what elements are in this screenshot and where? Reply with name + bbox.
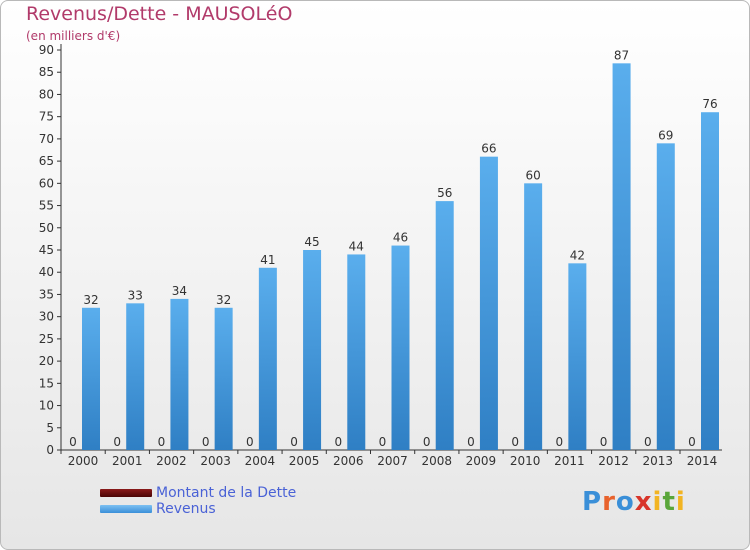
dette-value-label: 0 <box>202 435 210 449</box>
legend-label-dette: Montant de la Dette <box>156 485 297 501</box>
x-tick-label: 2005 <box>289 454 320 468</box>
revenus-bar <box>524 183 543 451</box>
dette-value-label: 0 <box>334 435 342 449</box>
y-tick-label: 80 <box>39 87 54 101</box>
revenus-bar <box>701 112 719 450</box>
y-tick-label: 30 <box>39 310 54 324</box>
revenus-bar <box>82 307 100 450</box>
logo-letter: P <box>582 487 603 517</box>
legend-swatch-revenus <box>100 505 152 513</box>
y-tick-label: 50 <box>39 221 54 235</box>
revenus-bar <box>435 201 454 450</box>
x-tick-label: 2004 <box>245 454 276 468</box>
revenus-value-label: 44 <box>349 239 364 253</box>
legend-label-revenus: Revenus <box>156 501 216 517</box>
x-tick-label: 2000 <box>68 454 99 468</box>
dette-value-label: 0 <box>688 435 696 449</box>
y-tick-label: 35 <box>39 287 54 301</box>
revenus-value-label: 34 <box>172 284 187 298</box>
revenus-bar <box>214 307 233 450</box>
x-tick-label: 2009 <box>466 454 497 468</box>
revenus-value-label: 45 <box>304 235 319 249</box>
y-tick-label: 25 <box>39 332 54 346</box>
x-tick-label: 2001 <box>112 454 143 468</box>
dette-value-label: 0 <box>158 435 166 449</box>
proxiti-logo: Proxiti <box>582 487 686 517</box>
y-tick-label: 15 <box>39 376 54 390</box>
logo-letter: t <box>662 487 676 517</box>
y-tick-label: 40 <box>39 265 54 279</box>
y-tick-label: 85 <box>39 65 54 79</box>
revenus-bar <box>347 254 366 450</box>
x-tick-label: 2012 <box>598 454 629 468</box>
revenus-value-label: 76 <box>702 97 717 111</box>
revenus-value-label: 41 <box>260 253 275 267</box>
dette-value-label: 0 <box>467 435 475 449</box>
revenus-value-label: 33 <box>128 288 143 302</box>
logo-letter: x <box>634 487 653 517</box>
revenus-value-label: 60 <box>526 168 541 182</box>
dette-value-label: 0 <box>246 435 254 449</box>
dette-value-label: 0 <box>556 435 564 449</box>
y-tick-label: 20 <box>39 354 54 368</box>
revenus-value-label: 69 <box>658 128 673 142</box>
x-tick-label: 2011 <box>554 454 585 468</box>
dette-value-label: 0 <box>113 435 121 449</box>
revenus-value-label: 56 <box>437 186 452 200</box>
logo-letter: r <box>602 487 616 517</box>
x-tick-label: 2013 <box>643 454 674 468</box>
revenus-bar <box>612 63 631 450</box>
revenus-value-label: 87 <box>614 48 629 62</box>
dette-value-label: 0 <box>600 435 608 449</box>
revenus-bar <box>479 156 498 450</box>
x-tick-label: 2010 <box>510 454 541 468</box>
dette-value-label: 0 <box>644 435 652 449</box>
logo-letter: i <box>652 487 663 517</box>
revenus-value-label: 32 <box>216 293 231 307</box>
dette-value-label: 0 <box>423 435 431 449</box>
x-tick-label: 2008 <box>421 454 452 468</box>
y-tick-label: 5 <box>46 421 54 435</box>
revenus-value-label: 42 <box>570 248 585 262</box>
y-tick-label: 45 <box>39 243 54 257</box>
revenus-value-label: 46 <box>393 231 408 245</box>
x-tick-label: 2007 <box>377 454 408 468</box>
x-tick-label: 2006 <box>333 454 364 468</box>
revenus-value-label: 66 <box>481 142 496 156</box>
y-tick-label: 55 <box>39 199 54 213</box>
dette-value-label: 0 <box>290 435 298 449</box>
y-tick-label: 60 <box>39 176 54 190</box>
revenus-bar <box>303 250 322 450</box>
revenus-bar <box>258 267 277 450</box>
revenus-bar <box>170 298 189 450</box>
legend-swatch-dette <box>100 489 152 497</box>
revenus-bar <box>126 303 145 450</box>
logo-letter: o <box>615 487 635 517</box>
y-tick-label: 75 <box>39 110 54 124</box>
y-tick-label: 90 <box>39 43 54 57</box>
x-tick-label: 2002 <box>156 454 187 468</box>
x-tick-label: 2014 <box>687 454 718 468</box>
revenus-bar <box>568 263 587 450</box>
dette-value-label: 0 <box>69 435 77 449</box>
y-tick-label: 65 <box>39 154 54 168</box>
chart-subtitle: (en milliers d'€) <box>26 29 121 43</box>
y-tick-label: 70 <box>39 132 54 146</box>
dette-value-label: 0 <box>511 435 519 449</box>
revenus-bar <box>656 143 675 451</box>
y-tick-label: 10 <box>39 399 54 413</box>
revenus-bar <box>391 245 410 450</box>
revenus-value-label: 32 <box>83 293 98 307</box>
x-tick-label: 2003 <box>200 454 231 468</box>
logo-letter: i <box>675 487 686 517</box>
dette-value-label: 0 <box>379 435 387 449</box>
chart-title: Revenus/Dette - MAUSOLéO <box>26 3 293 25</box>
y-tick-label: 0 <box>46 443 54 457</box>
